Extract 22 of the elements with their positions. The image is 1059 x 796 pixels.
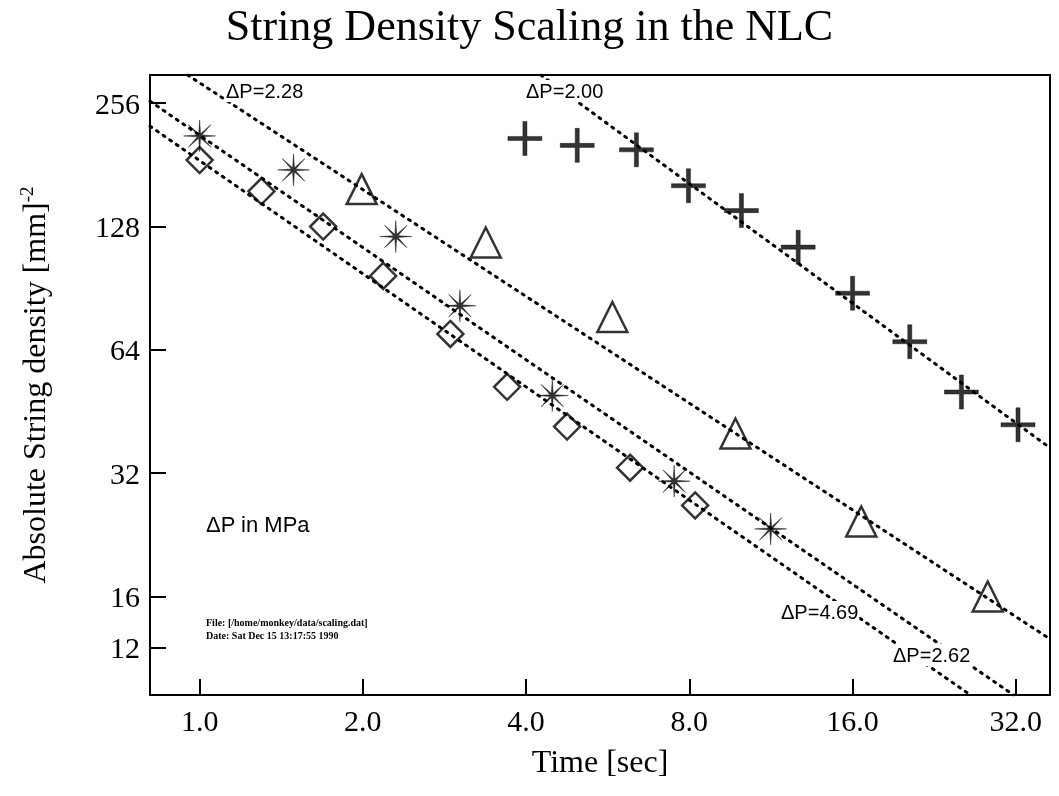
y-tick-label: 12	[110, 631, 140, 665]
x-tick-label: 1.0	[180, 703, 219, 737]
annotation: Date: Sat Dec 15 13:17:55 1990	[206, 629, 339, 641]
y-tick-label: 64	[110, 333, 140, 367]
x-axis-title: Time [sec]	[531, 743, 669, 779]
y-tick-label: 16	[110, 580, 140, 614]
x-tick-label: 16.0	[826, 703, 879, 737]
annotation: ΔP in MPa	[206, 511, 311, 537]
y-tick-label: 256	[95, 86, 140, 120]
x-tick-label: 32.0	[989, 703, 1043, 737]
annotation: File: [/home/monkey/data/scaling.dat]	[206, 616, 368, 628]
x-tick-label: 8.0	[670, 703, 709, 737]
x-tick-label: 2.0	[344, 703, 382, 737]
annotation: ΔP=2.00	[526, 80, 604, 102]
annotation: ΔP=2.28	[226, 80, 304, 102]
y-tick-label: 32	[110, 456, 140, 490]
annotation: ΔP=4.69	[781, 601, 859, 623]
y-tick-label: 128	[95, 210, 140, 244]
x-tick-label: 4.0	[507, 703, 545, 737]
annotation: ΔP=2.62	[893, 644, 971, 666]
chart-title: String Density Scaling in the NLC	[225, 0, 834, 50]
y-axis-title: Absolute String density [mm]-2	[15, 186, 52, 584]
